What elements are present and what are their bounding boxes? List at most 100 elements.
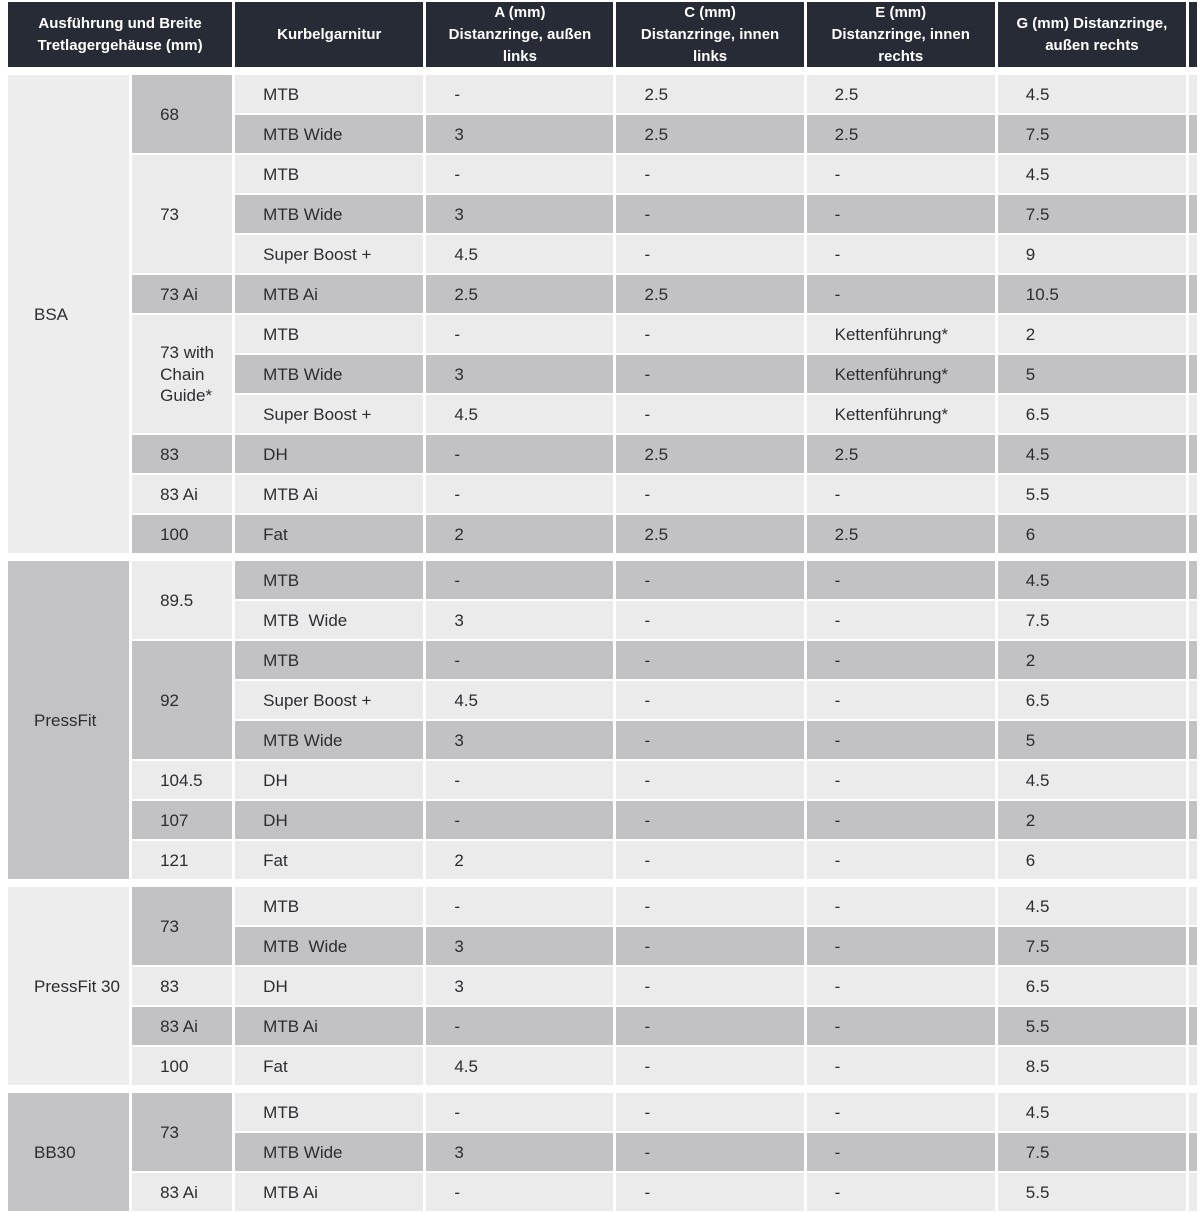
table-row: MTB Wide 3 - - 7.5 (8, 927, 1197, 966)
value-c: - (616, 155, 804, 194)
value-c: - (616, 761, 804, 800)
value-g: 7.5 (997, 927, 1186, 966)
value-e: - (806, 761, 995, 800)
value-c: 2.5 (616, 515, 804, 554)
value-c: - (616, 641, 804, 680)
value-g: 4.5 (997, 561, 1186, 600)
value-a: - (426, 761, 614, 800)
table-row: 83 DH 3 - - 6.5 (8, 967, 1197, 1006)
crankset-cell: MTB (235, 75, 424, 114)
value-a: - (426, 1007, 614, 1046)
table-row: 100 Fat 2 2.5 2.5 6 (8, 515, 1197, 554)
value-a: - (426, 475, 614, 514)
value-e: 2.5 (806, 435, 995, 474)
edge-sliver (1188, 927, 1197, 966)
value-g: 2 (997, 641, 1186, 680)
value-e: Kettenführung* (806, 315, 995, 354)
value-e: 2.5 (806, 515, 995, 554)
value-g: 5.5 (997, 475, 1186, 514)
edge-sliver (1188, 1133, 1197, 1172)
table-row: MTB Wide 3 - - 7.5 (8, 1133, 1197, 1172)
table-row: BB30 73 MTB - - - 4.5 (8, 1093, 1197, 1212)
value-a: - (426, 801, 614, 840)
crankset-cell: MTB (235, 887, 424, 926)
table-row: 73 Ai MTB Ai 2.5 2.5 - 10.5 (8, 275, 1197, 314)
table-row: Super Boost + 4.5 - - 9 (8, 235, 1197, 274)
section-label: BB30 (8, 1093, 130, 1212)
crankset-cell: MTB (235, 561, 424, 600)
value-g: 4.5 (997, 435, 1186, 474)
value-g: 8.5 (997, 1047, 1186, 1086)
value-g: 5.5 (997, 1007, 1186, 1046)
crankset-cell: Super Boost + (235, 681, 424, 720)
value-a: 3 (426, 195, 614, 234)
value-e: - (806, 641, 995, 680)
value-a: 2 (426, 841, 614, 880)
value-e: - (806, 721, 995, 760)
value-a: 3 (426, 1133, 614, 1172)
value-e: - (806, 475, 995, 514)
edge-sliver (1188, 315, 1197, 354)
edge-sliver (1188, 395, 1197, 434)
value-e: - (806, 1093, 995, 1132)
crankset-cell: DH (235, 435, 424, 474)
shell-width-cell: 107 (132, 801, 233, 840)
shell-width-cell: 121 (132, 841, 233, 880)
value-g: 9 (997, 235, 1186, 274)
value-c: 2.5 (616, 275, 804, 314)
edge-sliver (1188, 641, 1197, 680)
value-c: - (616, 887, 804, 926)
section-label: BSA (8, 75, 130, 554)
value-a: 3 (426, 115, 614, 154)
shell-width-cell: 83 (132, 967, 233, 1006)
table-row: MTB Wide 3 - Kettenführung* 5 (8, 355, 1197, 394)
edge-sliver (1188, 1173, 1197, 1212)
shell-width-cell: 73 (132, 155, 233, 274)
crankset-cell: MTB Ai (235, 1173, 424, 1212)
section-bb30: BB30 73 MTB - - - 4.5 MTB Wide 3 - - 7.5… (5, 1091, 1200, 1213)
value-c: - (616, 235, 804, 274)
table-row: 73 with Chain Guide* MTB - - Kettenführu… (8, 315, 1197, 434)
value-c: - (616, 801, 804, 840)
value-g: 5.5 (997, 1173, 1186, 1212)
value-e: Kettenführung* (806, 395, 995, 434)
table-row: MTB Wide 3 2.5 2.5 7.5 (8, 115, 1197, 154)
table-row: 92 MTB - - - 2 (8, 641, 1197, 760)
value-e: Kettenführung* (806, 355, 995, 394)
value-e: - (806, 1007, 995, 1046)
value-a: - (426, 1173, 614, 1212)
header-col-a: A (mm) Distanzringe, außen links (426, 2, 614, 68)
value-a: 4.5 (426, 395, 614, 434)
value-e: - (806, 967, 995, 1006)
shell-width-cell: 92 (132, 641, 233, 760)
value-g: 10.5 (997, 275, 1186, 314)
edge-sliver (1188, 967, 1197, 1006)
table-row: 83 Ai MTB Ai - - - 5.5 (8, 1007, 1197, 1046)
table-row: 83 Ai MTB Ai - - - 5.5 (8, 475, 1197, 514)
header-edge-sliver (1188, 2, 1197, 68)
crankset-cell: MTB Wide (235, 601, 424, 640)
value-g: 7.5 (997, 195, 1186, 234)
value-g: 4.5 (997, 155, 1186, 194)
value-g: 7.5 (997, 115, 1186, 154)
value-g: 4.5 (997, 761, 1186, 800)
value-c: - (616, 475, 804, 514)
value-e: - (806, 561, 995, 600)
crankset-cell: MTB Ai (235, 275, 424, 314)
section-pressfit30: PressFit 30 73 MTB - - - 4.5 MTB Wide 3 … (5, 885, 1200, 1087)
value-e: - (806, 887, 995, 926)
edge-sliver (1188, 1047, 1197, 1086)
edge-sliver (1188, 355, 1197, 394)
value-a: - (426, 315, 614, 354)
table-row: MTB Wide 3 - - 7.5 (8, 195, 1197, 234)
value-g: 6 (997, 841, 1186, 880)
value-c: - (616, 927, 804, 966)
value-g: 6.5 (997, 395, 1186, 434)
crankset-cell: MTB Wide (235, 1133, 424, 1172)
value-e: - (806, 1173, 995, 1212)
value-e: - (806, 841, 995, 880)
shell-width-cell: 83 (132, 435, 233, 474)
edge-sliver (1188, 887, 1197, 926)
table-row: 83 DH - 2.5 2.5 4.5 (8, 435, 1197, 474)
shell-width-cell: 104.5 (132, 761, 233, 800)
